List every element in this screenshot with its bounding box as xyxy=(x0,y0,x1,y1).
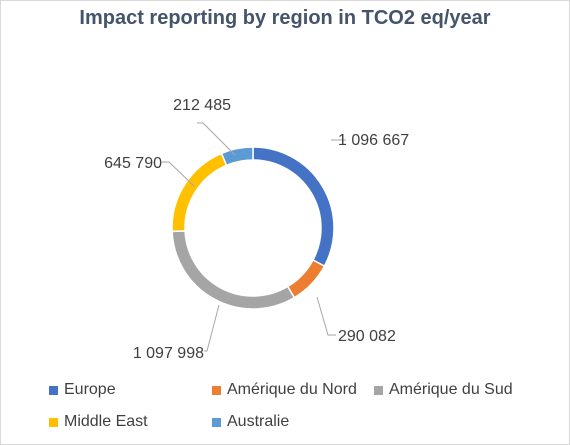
legend-label-middle-east: Middle East xyxy=(64,413,148,430)
data-labels: 1 096 667 290 082 1 097 998 645 790 212 485 xyxy=(104,97,409,362)
legend-item-amerique-du-sud: Amérique du Sud xyxy=(374,381,513,399)
legend-item-europe: Europe xyxy=(49,381,116,399)
legend-label-amerique-du-nord: Amérique du Nord xyxy=(227,381,357,398)
legend-item-amerique-du-nord: Amérique du Nord xyxy=(212,381,357,399)
slice-europe xyxy=(252,146,335,268)
doughnut-slices xyxy=(171,146,335,310)
data-label-australie: 212 485 xyxy=(173,97,231,114)
leader-line-middle-east xyxy=(162,161,195,187)
legend-label-australie: Australie xyxy=(227,413,290,430)
leader-line-amerique-du-nord xyxy=(316,296,336,336)
leader-lines xyxy=(162,122,346,352)
legend-item-middle-east: Middle East xyxy=(49,413,148,431)
slice-amerique-du-nord xyxy=(286,259,326,299)
data-label-europe: 1 096 667 xyxy=(338,132,409,149)
legend-swatch-amerique-du-sud xyxy=(374,385,383,395)
leader-line-amerique-du-sud xyxy=(204,304,220,352)
legend-swatch-europe xyxy=(49,385,58,395)
data-label-amerique-du-nord: 290 082 xyxy=(338,328,396,345)
legend-label-amerique-du-sud: Amérique du Sud xyxy=(389,381,513,398)
leader-line-australie xyxy=(197,122,236,156)
data-label-middle-east: 645 790 xyxy=(104,155,162,172)
legend-swatch-amerique-du-nord xyxy=(212,385,221,395)
slice-amerique-du-sud xyxy=(171,230,296,310)
legend-item-australie: Australie xyxy=(212,413,289,431)
chart-title: Impact reporting by region in TCO2 eq/ye… xyxy=(79,7,491,29)
slice-middle-east xyxy=(171,152,228,233)
legend-swatch-middle-east xyxy=(49,417,58,427)
legend-label-europe: Europe xyxy=(64,381,116,398)
data-label-amerique-du-sud: 1 097 998 xyxy=(133,345,204,362)
legend-swatch-australie xyxy=(212,417,221,427)
slice-australie xyxy=(220,146,254,167)
